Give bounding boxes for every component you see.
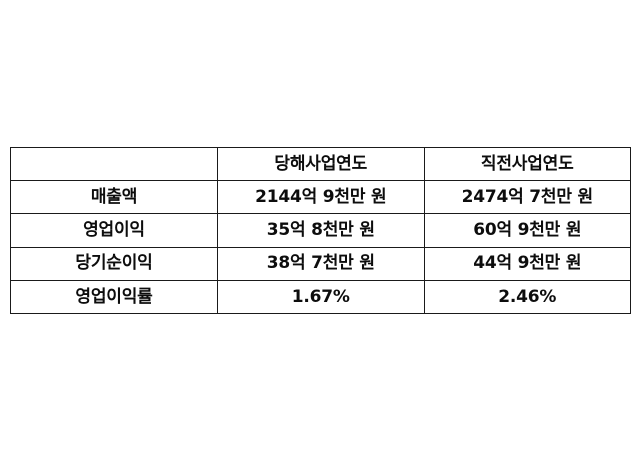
table-row: 영업이익률 1.67% 2.46%	[10, 279, 631, 314]
table-header-row: 당해사업연도 직전사업연도	[10, 146, 631, 182]
table-row: 영업이익 35억 8천만 원 60억 9천만 원	[10, 213, 631, 248]
cell-operating-margin-previous-year: 2.46%	[423, 279, 631, 314]
row-label-operating-profit: 영업이익	[10, 213, 218, 248]
table-row: 당기순이익 38억 7천만 원 44억 9천만 원	[10, 246, 631, 281]
column-header-previous-year: 직전사업연도	[423, 146, 631, 182]
column-header-current-year: 당해사업연도	[217, 146, 425, 182]
row-label-operating-margin: 영업이익률	[10, 279, 218, 314]
cell-operating-margin-current-year: 1.67%	[217, 279, 425, 314]
cell-net-income-previous-year: 44억 9천만 원	[423, 246, 631, 281]
financial-summary-table: 당해사업연도 직전사업연도 매출액 2144억 9천만 원 2474억 7천만 …	[10, 146, 631, 314]
cell-operating-profit-current-year: 35억 8천만 원	[217, 213, 425, 248]
cell-net-income-current-year: 38억 7천만 원	[217, 246, 425, 281]
cell-revenue-current-year: 2144억 9천만 원	[217, 180, 425, 215]
row-label-net-income: 당기순이익	[10, 246, 218, 281]
cell-operating-profit-previous-year: 60억 9천만 원	[423, 213, 631, 248]
table-corner-cell	[10, 146, 218, 182]
table-row: 매출액 2144억 9천만 원 2474억 7천만 원	[10, 180, 631, 215]
row-label-revenue: 매출액	[10, 180, 218, 215]
table-header: 당해사업연도 직전사업연도	[10, 146, 631, 182]
table-body: 매출액 2144억 9천만 원 2474억 7천만 원 영업이익 35억 8천만…	[10, 180, 631, 314]
financial-summary-table-container: 당해사업연도 직전사업연도 매출액 2144억 9천만 원 2474억 7천만 …	[10, 146, 631, 314]
cell-revenue-previous-year: 2474억 7천만 원	[423, 180, 631, 215]
